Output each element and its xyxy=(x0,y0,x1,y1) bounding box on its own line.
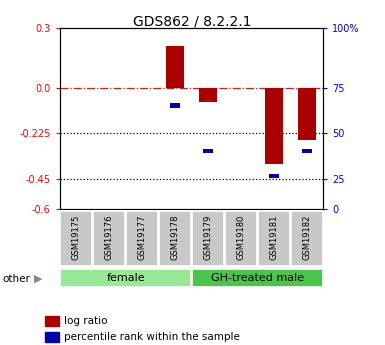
Bar xyxy=(265,88,283,165)
Bar xyxy=(166,46,184,88)
Bar xyxy=(93,210,125,266)
Text: GSM19181: GSM19181 xyxy=(270,215,278,260)
Bar xyxy=(269,174,279,178)
Bar xyxy=(159,210,191,266)
Text: log ratio: log ratio xyxy=(64,316,108,326)
Text: female: female xyxy=(106,273,145,283)
Text: GSM19177: GSM19177 xyxy=(137,215,147,260)
Bar xyxy=(45,332,59,342)
Text: GSM19182: GSM19182 xyxy=(302,215,311,260)
Bar xyxy=(192,210,224,266)
Bar xyxy=(60,210,92,266)
Bar xyxy=(126,210,158,266)
Bar xyxy=(258,210,290,266)
Text: GDS862 / 8.2.2.1: GDS862 / 8.2.2.1 xyxy=(133,14,252,29)
Text: other: other xyxy=(2,274,30,284)
Text: GSM19176: GSM19176 xyxy=(105,215,114,260)
Bar xyxy=(203,149,213,153)
Bar xyxy=(298,88,316,140)
Text: GSM19179: GSM19179 xyxy=(204,215,213,260)
Text: GSM19175: GSM19175 xyxy=(72,215,81,260)
Text: GSM19178: GSM19178 xyxy=(171,215,179,260)
Text: ▶: ▶ xyxy=(33,274,42,284)
Bar xyxy=(60,269,191,287)
Bar xyxy=(302,149,312,153)
Text: GSM19180: GSM19180 xyxy=(236,215,246,260)
Bar xyxy=(192,269,323,287)
Bar xyxy=(199,88,217,102)
Bar xyxy=(291,210,323,266)
Text: percentile rank within the sample: percentile rank within the sample xyxy=(64,332,240,342)
Bar xyxy=(45,315,59,326)
Bar xyxy=(225,210,257,266)
Text: GH-treated male: GH-treated male xyxy=(211,273,304,283)
Bar xyxy=(170,103,180,108)
